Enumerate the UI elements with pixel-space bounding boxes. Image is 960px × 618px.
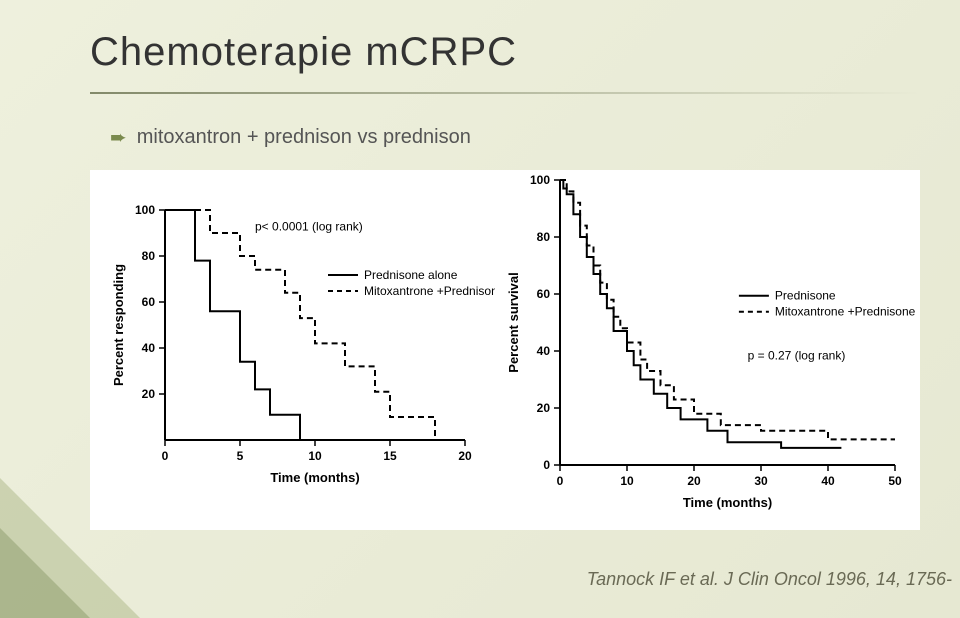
title-underline bbox=[90, 92, 920, 94]
figure-panel: 0510152020406080100Time (months)Percent … bbox=[90, 170, 920, 530]
svg-text:Prednisone: Prednisone bbox=[775, 289, 836, 303]
svg-text:20: 20 bbox=[142, 387, 156, 401]
svg-text:0: 0 bbox=[557, 474, 564, 488]
bullet-item: ➨ mitoxantron + prednison vs prednison bbox=[110, 125, 471, 150]
svg-text:100: 100 bbox=[135, 203, 155, 217]
corner-accent-small bbox=[0, 528, 90, 618]
svg-text:20: 20 bbox=[537, 401, 551, 415]
svg-text:80: 80 bbox=[142, 249, 156, 263]
page-title: Chemoterapie mCRPC bbox=[90, 30, 517, 75]
svg-text:Time (months): Time (months) bbox=[683, 495, 772, 510]
svg-text:5: 5 bbox=[237, 449, 244, 463]
svg-text:10: 10 bbox=[620, 474, 634, 488]
svg-text:10: 10 bbox=[308, 449, 322, 463]
svg-text:20: 20 bbox=[458, 449, 472, 463]
svg-text:Prednisone alone: Prednisone alone bbox=[364, 268, 458, 282]
svg-text:80: 80 bbox=[537, 230, 551, 244]
bullet-icon: ➨ bbox=[110, 125, 127, 150]
bullet-text: mitoxantron + prednison vs prednison bbox=[137, 126, 471, 149]
svg-text:Mitoxantrone +Prednisone: Mitoxantrone +Prednisone bbox=[775, 305, 915, 319]
svg-text:0: 0 bbox=[543, 458, 550, 472]
svg-text:60: 60 bbox=[142, 295, 156, 309]
svg-text:100: 100 bbox=[530, 173, 550, 187]
svg-text:60: 60 bbox=[537, 287, 551, 301]
chart-percent-responding: 0 5 10 15 20 20 40 60 80 100 Time (months) Percent … bbox=[95, 190, 495, 500]
svg-text:50: 50 bbox=[888, 474, 902, 488]
svg-text:30: 30 bbox=[754, 474, 768, 488]
svg-text:Mitoxantrone +Prednisone: Mitoxantrone +Prednisone bbox=[364, 284, 495, 298]
chart-percent-survival: 0 10 20 30 40 50 0 20 40 60 80 100 Time (months) Perc… bbox=[495, 165, 915, 520]
svg-text:p< 0.0001 (log rank): p< 0.0001 (log rank) bbox=[255, 220, 363, 234]
svg-text:p = 0.27 (log rank): p = 0.27 (log rank) bbox=[748, 349, 846, 363]
citation-text: Tannock IF et al. J Clin Oncol 1996, 14,… bbox=[587, 569, 952, 590]
svg-text:Percent survival: Percent survival bbox=[506, 272, 521, 372]
svg-text:40: 40 bbox=[142, 341, 156, 355]
svg-text:15: 15 bbox=[383, 449, 397, 463]
svg-text:40: 40 bbox=[537, 344, 551, 358]
svg-text:Time (months): Time (months) bbox=[270, 470, 359, 485]
svg-text:0: 0 bbox=[162, 449, 169, 463]
svg-text:Percent responding: Percent responding bbox=[111, 264, 126, 386]
svg-text:20: 20 bbox=[687, 474, 701, 488]
svg-text:40: 40 bbox=[821, 474, 835, 488]
